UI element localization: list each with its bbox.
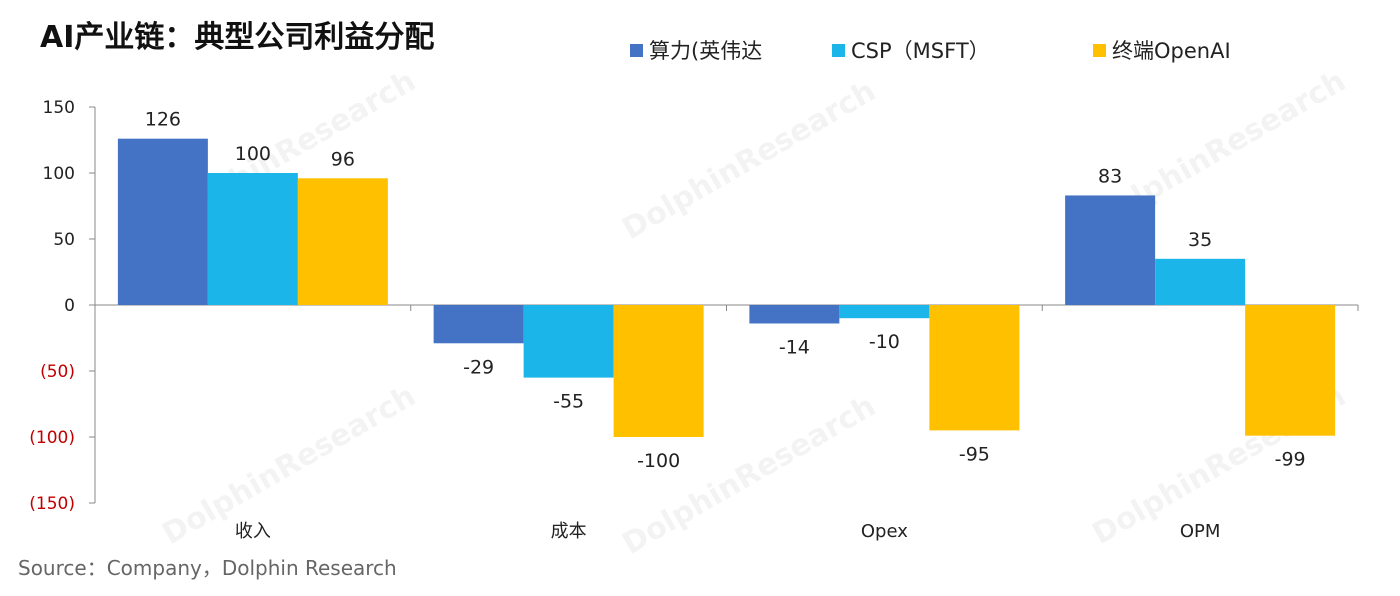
legend-swatch — [1093, 44, 1106, 57]
data-label: -10 — [869, 331, 900, 353]
y-tick-label: (150) — [29, 494, 75, 514]
category-label: OPM — [1180, 521, 1221, 542]
bar — [839, 305, 930, 319]
y-tick-label: 50 — [53, 230, 75, 250]
legend: 算力(英伟达 CSP（MSFT） 终端OpenAI — [630, 39, 1231, 63]
data-label: -29 — [463, 356, 494, 378]
legend-label: 终端OpenAI — [1112, 39, 1231, 63]
bar — [297, 178, 388, 305]
data-label: -100 — [637, 450, 680, 472]
legend-item: 终端OpenAI — [1093, 39, 1231, 63]
data-label: 100 — [235, 143, 271, 165]
category-label: 成本 — [551, 521, 587, 542]
bar — [929, 305, 1020, 431]
bars — [117, 138, 1336, 437]
y-axis: 150 100 50 0 (50) (100) (150) — [29, 98, 96, 514]
bar — [117, 138, 208, 305]
data-label: -99 — [1275, 449, 1306, 471]
y-tick-label: 150 — [43, 98, 75, 118]
category-label: Opex — [861, 521, 908, 542]
bar — [613, 305, 704, 437]
y-tick-label: 100 — [43, 164, 75, 184]
legend-label: CSP（MSFT） — [851, 39, 990, 63]
y-tick-label: (100) — [29, 428, 75, 448]
legend-label: 算力(英伟达 — [649, 39, 762, 63]
legend-item: CSP（MSFT） — [832, 39, 990, 63]
data-label: -14 — [779, 336, 810, 358]
bar — [1245, 305, 1336, 436]
data-label: -55 — [553, 391, 584, 413]
data-label: -95 — [959, 443, 990, 465]
category-label: 收入 — [235, 521, 271, 542]
legend-swatch — [630, 44, 643, 57]
bar — [1155, 258, 1246, 305]
chart-title: AI产业链：典型公司利益分配 — [40, 20, 434, 55]
bar — [433, 305, 524, 344]
data-labels: 126 100 96 -29 -55 -100 -14 -10 -95 83 35 -99 — [145, 109, 1306, 472]
data-label: 83 — [1098, 165, 1122, 187]
y-tick-label: 0 — [64, 296, 75, 316]
data-label: 96 — [331, 148, 355, 170]
bar — [207, 173, 298, 305]
legend-item: 算力(英伟达 — [630, 39, 762, 63]
source-note: Source：Company，Dolphin Research — [18, 556, 397, 580]
bar — [1065, 195, 1156, 305]
data-label: 35 — [1188, 229, 1212, 251]
y-tick-label: (50) — [40, 362, 75, 382]
bar — [523, 305, 614, 378]
legend-swatch — [832, 44, 845, 57]
data-label: 126 — [145, 109, 181, 131]
bar — [749, 305, 840, 324]
